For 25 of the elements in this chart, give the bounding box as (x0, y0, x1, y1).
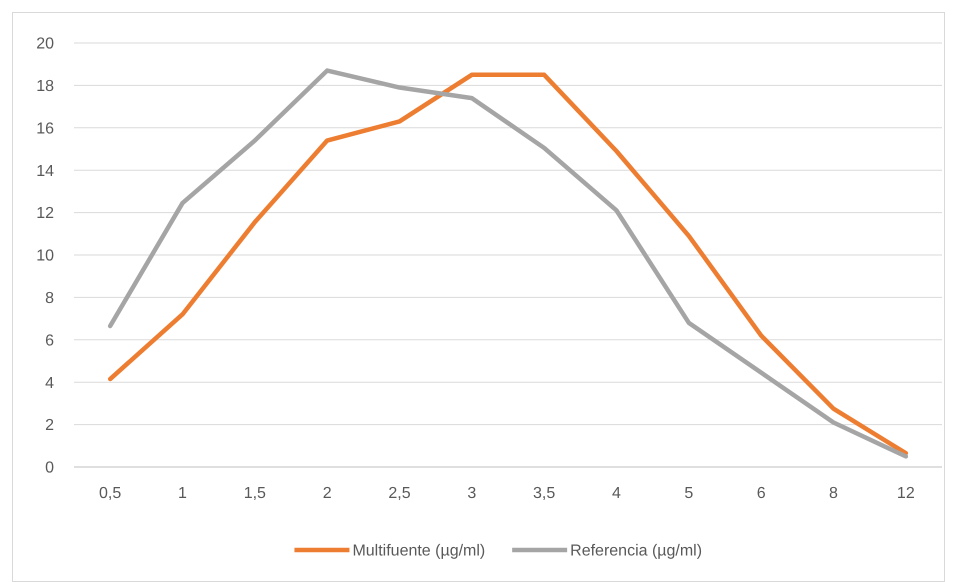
x-tick-label: 2 (322, 485, 332, 502)
x-tick-label: 6 (756, 485, 766, 502)
legend-label: Multifuente (µg/ml) (352, 542, 486, 560)
x-tick-label: 3,5 (533, 485, 556, 502)
x-tick-label: 1,5 (244, 485, 266, 502)
y-tick-label: 18 (36, 78, 54, 95)
x-tick-label: 2,5 (388, 485, 411, 502)
y-tick-label: 4 (45, 374, 54, 392)
y-tick-label: 2 (45, 417, 54, 434)
y-tick-label: 0 (45, 460, 54, 477)
x-tick-label: 0,5 (99, 485, 122, 502)
y-tick-label: 14 (36, 162, 54, 180)
x-tick-label: 8 (829, 485, 838, 502)
x-tick-label: 3 (467, 485, 476, 502)
legend-label: Referencia (µg/ml) (570, 542, 702, 560)
x-tick-label: 1 (178, 485, 188, 502)
y-tick-label: 10 (36, 248, 54, 265)
x-tick-label: 4 (612, 485, 622, 502)
x-tick-label: 12 (896, 485, 915, 502)
y-tick-label: 6 (45, 332, 54, 350)
x-tick-label: 5 (684, 485, 694, 502)
y-tick-label: 12 (36, 205, 54, 222)
y-tick-label: 16 (36, 120, 54, 138)
y-tick-label: 8 (45, 290, 54, 307)
y-tick-label: 20 (36, 36, 54, 53)
